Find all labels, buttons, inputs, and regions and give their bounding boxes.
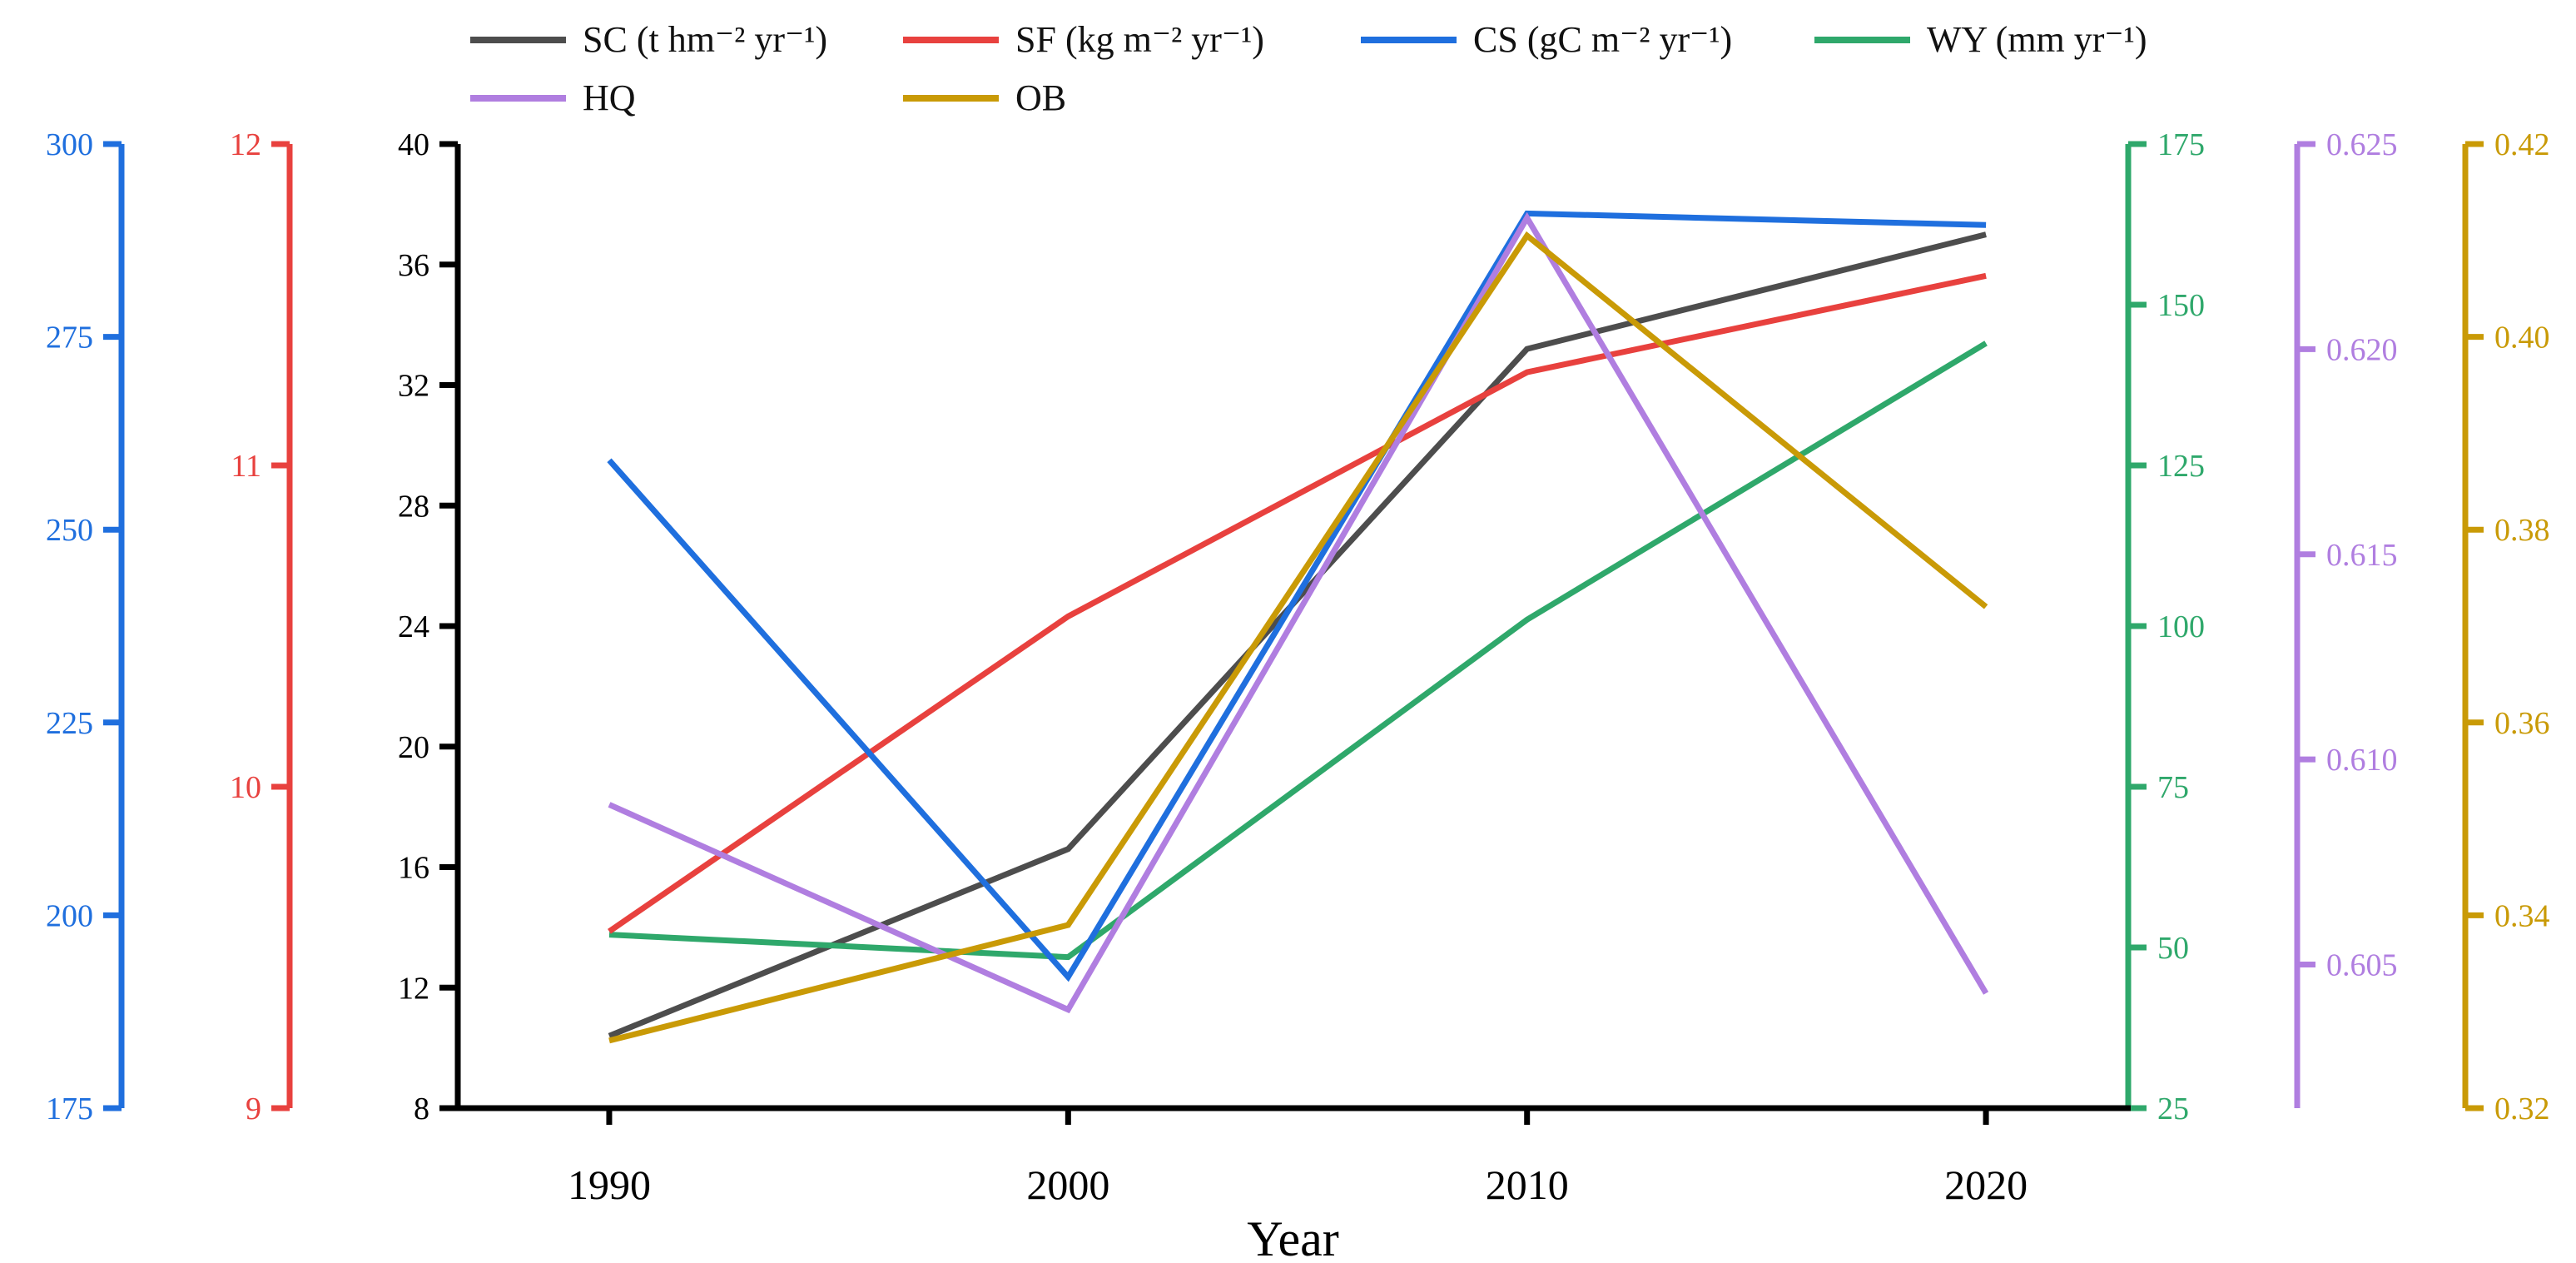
y-tick-label-hq: 0.625: [2326, 127, 2398, 162]
y-tick-label-ob: 0.32: [2494, 1091, 2550, 1126]
y-tick-label-hq: 0.615: [2326, 538, 2398, 573]
legend-item-wy: WY (mm yr⁻¹): [1814, 19, 2147, 60]
y-tick-label-wy: 75: [2157, 770, 2189, 805]
y-tick-label-sc: 16: [398, 851, 429, 886]
axes: 175 200 225 250 275 300 9 10 11 12 8 12 16 20 24 28 32 36…: [46, 127, 2550, 1208]
y-tick-label-sc: 8: [414, 1091, 429, 1126]
series-lines: [607, 210, 1989, 1044]
x-tick-label: 2010: [1486, 1161, 1569, 1208]
legend-item-ob: OB: [903, 77, 1066, 118]
x-tick-label: 2000: [1026, 1161, 1109, 1208]
y-tick-label-ob: 0.38: [2494, 513, 2550, 548]
series-line-sf: [608, 272, 1987, 934]
y-tick-label-wy: 25: [2157, 1091, 2189, 1126]
y-axis-sc: 8 12 16 20 24 28 32 36 40: [398, 127, 461, 1126]
series-line-ob: [608, 231, 1988, 1044]
y-tick-label-hq: 0.610: [2326, 743, 2398, 778]
y-tick-label-wy: 175: [2157, 127, 2205, 162]
y-axis-hq: 0.605 0.610 0.615 0.620 0.625: [2294, 127, 2398, 1108]
y-tick-label-sf: 10: [230, 770, 261, 805]
legend-label-sc: SC (t hm⁻² yr⁻¹): [583, 19, 827, 60]
series-line-hq: [608, 211, 1989, 1014]
y-tick-label-sc: 32: [398, 369, 429, 404]
y-axis-sf: 9 10 11 12: [230, 127, 293, 1126]
y-axis-cs: 175 200 225 250 275 300: [46, 127, 125, 1126]
series-line-cs: [607, 210, 1987, 982]
y-tick-label-hq: 0.620: [2326, 332, 2398, 367]
legend-item-sc: SC (t hm⁻² yr⁻¹): [470, 19, 827, 60]
y-tick-label-sf: 11: [231, 449, 261, 484]
y-tick-label-sc: 40: [398, 127, 429, 162]
legend: SC (t hm⁻² yr⁻¹) SF (kg m⁻² yr⁻¹) CS (gC m…: [470, 19, 2147, 118]
y-tick-label-cs: 300: [46, 127, 93, 162]
y-tick-label-sf: 9: [246, 1091, 261, 1126]
y-tick-label-sc: 36: [398, 248, 429, 283]
y-tick-label-cs: 225: [46, 706, 93, 741]
y-tick-label-hq: 0.605: [2326, 948, 2398, 983]
legend-item-hq: HQ: [470, 77, 636, 118]
y-tick-label-cs: 275: [46, 321, 93, 356]
y-tick-label-sf: 12: [230, 127, 261, 162]
x-axis: 1990 2000 2010 2020: [455, 1105, 2131, 1208]
y-tick-label-wy: 100: [2157, 609, 2205, 644]
x-axis-label: Year: [1247, 1211, 1339, 1263]
y-tick-label-wy: 150: [2157, 288, 2205, 323]
x-tick-label: 2020: [1944, 1161, 2028, 1208]
legend-item-cs: CS (gC m⁻² yr⁻¹): [1361, 19, 1732, 60]
legend-label-sf: SF (kg m⁻² yr⁻¹): [1015, 19, 1264, 60]
y-tick-label-ob: 0.42: [2494, 127, 2550, 162]
series-line-sc: [608, 231, 1987, 1039]
x-tick-label: 1990: [568, 1161, 651, 1208]
y-tick-label-sc: 24: [398, 609, 429, 644]
legend-label-cs: CS (gC m⁻² yr⁻¹): [1473, 19, 1732, 60]
legend-label-ob: OB: [1015, 77, 1066, 118]
series-line-wy: [608, 341, 1988, 961]
y-tick-label-sc: 28: [398, 489, 429, 524]
y-tick-label-cs: 200: [46, 898, 93, 933]
y-axis-ob: 0.32 0.34 0.36 0.38 0.40 0.42: [2462, 127, 2550, 1126]
y-tick-label-ob: 0.36: [2494, 706, 2550, 741]
y-tick-label-ob: 0.40: [2494, 321, 2550, 356]
y-tick-label-wy: 125: [2157, 449, 2205, 484]
legend-item-sf: SF (kg m⁻² yr⁻¹): [903, 19, 1264, 60]
y-axis-wy: 25 50 75 100 125 150 175: [2125, 127, 2205, 1126]
y-tick-label-cs: 250: [46, 513, 93, 548]
y-tick-label-ob: 0.34: [2494, 898, 2550, 933]
y-tick-label-sc: 12: [398, 971, 429, 1006]
legend-label-hq: HQ: [583, 77, 636, 118]
y-tick-label-wy: 50: [2157, 931, 2189, 966]
y-tick-label-cs: 175: [46, 1091, 93, 1126]
y-tick-label-sc: 20: [398, 730, 429, 765]
legend-label-wy: WY (mm yr⁻¹): [1927, 19, 2147, 60]
